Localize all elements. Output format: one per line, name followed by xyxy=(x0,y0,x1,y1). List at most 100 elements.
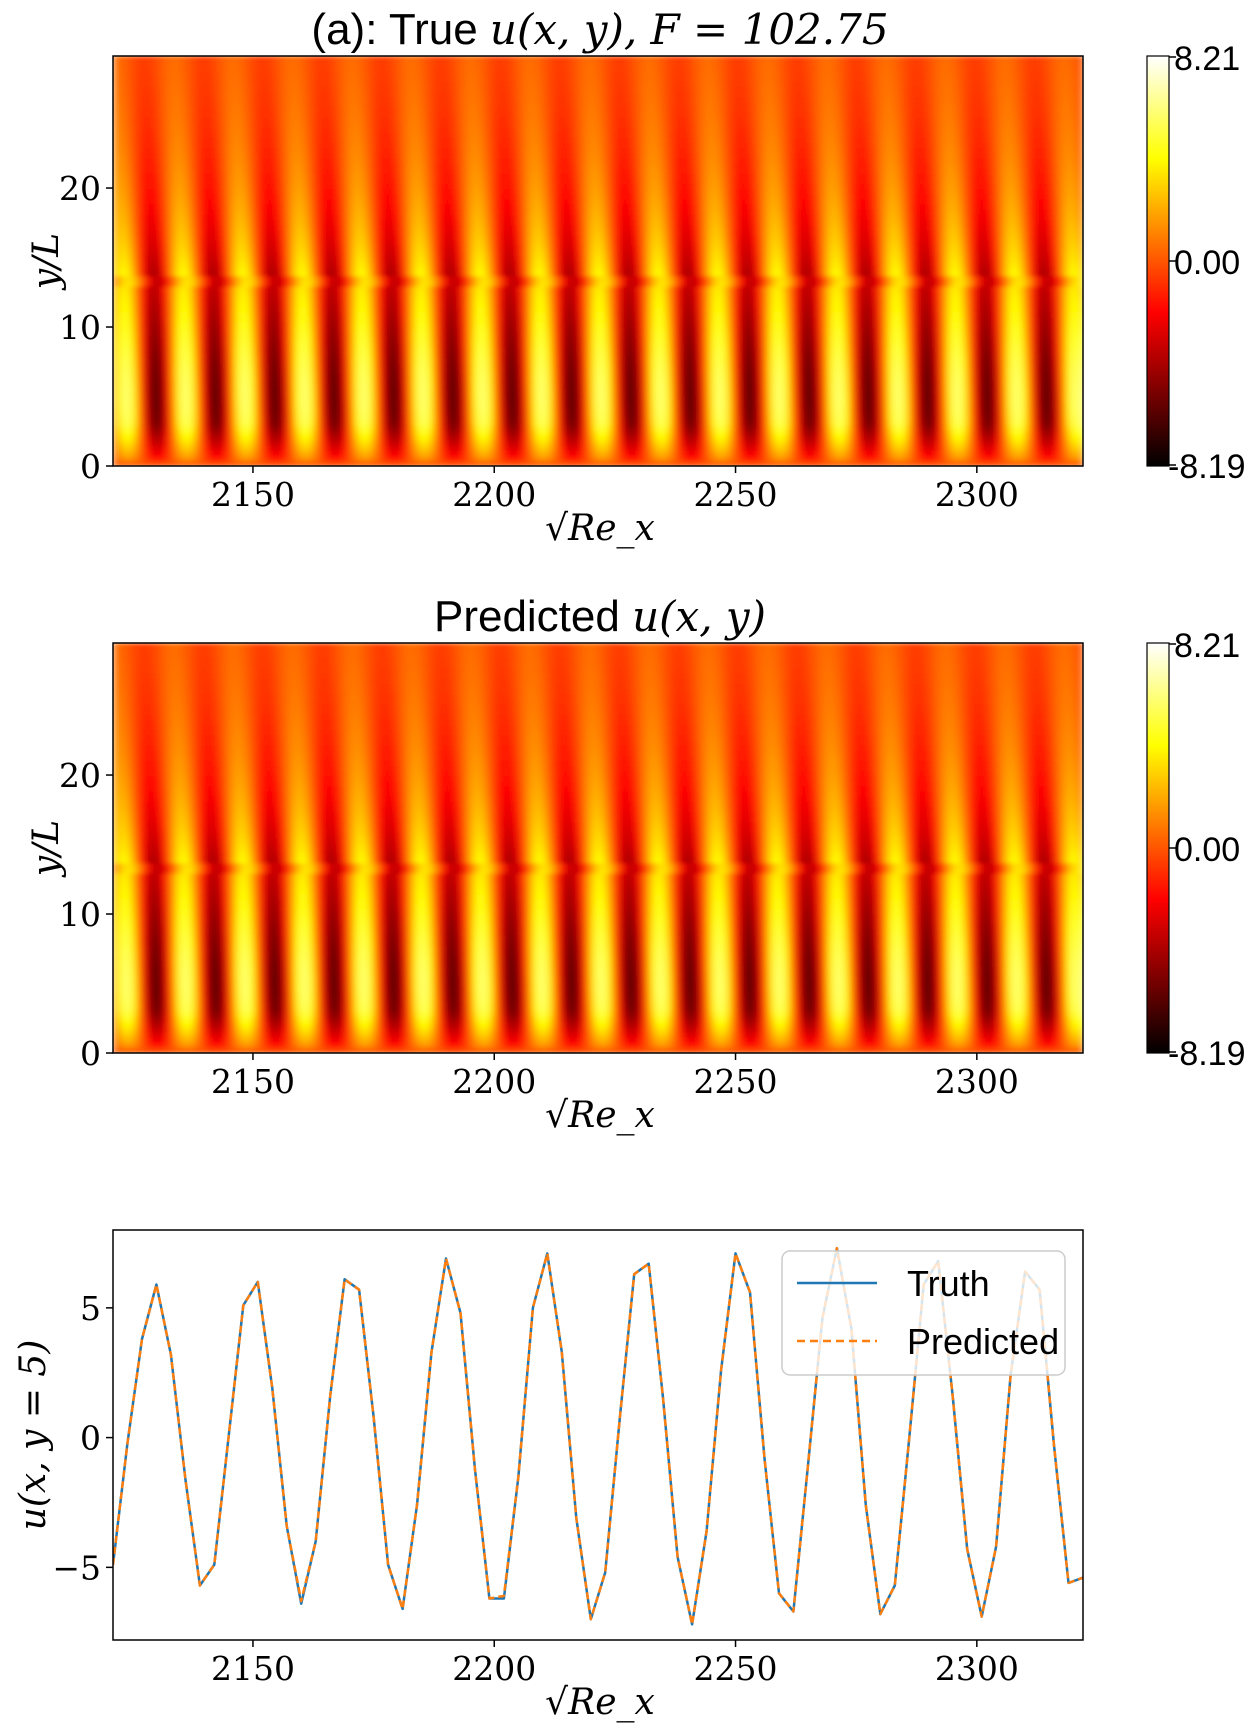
heatmap-cell xyxy=(360,97,365,103)
heatmap-cell xyxy=(125,328,130,334)
heatmap-cell xyxy=(254,348,259,354)
heatmap-cell xyxy=(157,282,162,288)
heatmap-cell xyxy=(307,317,312,323)
heatmap-cell xyxy=(174,143,179,149)
heatmap-cell xyxy=(162,179,167,185)
heatmap-cell xyxy=(157,230,162,236)
heatmap-cell xyxy=(198,230,203,236)
heatmap-cell xyxy=(190,184,195,190)
heatmap-cell xyxy=(343,353,348,359)
heatmap-cell xyxy=(222,323,227,329)
heatmap-cell xyxy=(162,389,167,395)
heatmap-cell xyxy=(190,225,195,231)
heatmap-cell xyxy=(198,312,203,318)
heatmap-cell xyxy=(246,112,251,118)
heatmap-cell xyxy=(157,66,162,72)
heatmap-cell xyxy=(226,323,231,329)
heatmap-cell xyxy=(295,399,300,405)
heatmap-cell xyxy=(267,399,272,405)
heatmap-cell xyxy=(315,184,320,190)
heatmap-cell xyxy=(315,133,320,139)
heatmap-cell xyxy=(283,251,288,257)
heatmap-cell xyxy=(206,364,211,370)
heatmap-cell xyxy=(226,425,231,431)
heatmap-cell xyxy=(210,435,215,441)
heatmap-cell xyxy=(299,297,304,303)
heatmap-cell xyxy=(133,451,138,457)
heatmap-cell xyxy=(303,174,308,180)
heatmap-cell xyxy=(246,210,251,216)
heatmap-cell xyxy=(254,128,259,134)
heatmap-cell xyxy=(287,446,292,452)
heatmap-cell xyxy=(141,353,146,359)
heatmap-cell xyxy=(246,230,251,236)
heatmap-cell xyxy=(117,246,122,252)
heatmap-cell xyxy=(129,287,134,293)
heatmap-cell xyxy=(170,440,175,446)
heatmap-cell xyxy=(190,164,195,170)
heatmap-cell xyxy=(267,77,272,83)
heatmap-cell xyxy=(178,82,183,88)
heatmap-cell xyxy=(234,394,239,400)
heatmap-cell xyxy=(153,440,158,446)
heatmap-cell xyxy=(145,410,150,416)
heatmap-cell xyxy=(250,415,255,421)
heatmap-cell xyxy=(356,435,361,441)
heatmap-cell xyxy=(267,56,272,62)
heatmap-cell xyxy=(356,323,361,329)
heatmap-cell xyxy=(238,87,243,93)
heatmap-cell xyxy=(194,251,199,257)
heatmap-cell xyxy=(263,343,268,349)
heatmap-cell xyxy=(331,82,336,88)
heatmap-cell xyxy=(254,451,259,457)
heatmap-cell xyxy=(246,225,251,231)
heatmap-cell xyxy=(182,133,187,139)
heatmap-cell xyxy=(279,317,284,323)
heatmap-cell xyxy=(162,440,167,446)
heatmap-cell xyxy=(250,148,255,154)
heatmap-cell xyxy=(283,246,288,252)
heatmap-cell xyxy=(125,364,130,370)
heatmap-cell xyxy=(121,66,126,72)
heatmap-cell xyxy=(347,456,352,462)
heatmap-cell xyxy=(283,456,288,462)
heatmap-cell xyxy=(170,415,175,421)
heatmap-cell xyxy=(295,276,300,282)
heatmap-cell xyxy=(174,287,179,293)
heatmap-cell xyxy=(259,435,264,441)
heatmap-cell xyxy=(141,317,146,323)
heatmap-cell xyxy=(141,77,146,83)
heatmap-cell xyxy=(157,107,162,113)
heatmap-cell xyxy=(259,107,264,113)
heatmap-cell xyxy=(170,451,175,457)
heatmap-cell xyxy=(275,194,280,200)
heatmap-cell xyxy=(331,246,336,252)
heatmap-cell xyxy=(283,287,288,293)
heatmap-cell xyxy=(238,307,243,313)
heatmap-cell xyxy=(331,307,336,313)
heatmap-cell xyxy=(198,82,203,88)
heatmap-cell xyxy=(125,153,130,159)
heatmap-cell xyxy=(194,210,199,216)
heatmap-cell xyxy=(263,138,268,144)
heatmap-cell xyxy=(214,333,219,339)
heatmap-cell xyxy=(275,112,280,118)
heatmap-cell xyxy=(214,282,219,288)
heatmap-cell xyxy=(198,112,203,118)
heatmap-cell xyxy=(323,292,328,298)
heatmap-cell xyxy=(287,143,292,149)
heatmap-cell xyxy=(275,405,280,411)
heatmap-cell xyxy=(335,271,340,277)
heatmap-cell xyxy=(198,210,203,216)
heatmap-cell xyxy=(186,82,191,88)
heatmap-cell xyxy=(129,189,134,195)
heatmap-cell xyxy=(271,82,276,88)
heatmap-cell xyxy=(299,87,304,93)
heatmap-cell xyxy=(303,235,308,241)
heatmap-cell xyxy=(117,338,122,344)
heatmap-cell xyxy=(117,333,122,339)
heatmap-cell xyxy=(186,138,191,144)
heatmap-cell xyxy=(178,261,183,267)
heatmap-cell xyxy=(166,261,171,267)
heatmap-cell xyxy=(238,251,243,257)
